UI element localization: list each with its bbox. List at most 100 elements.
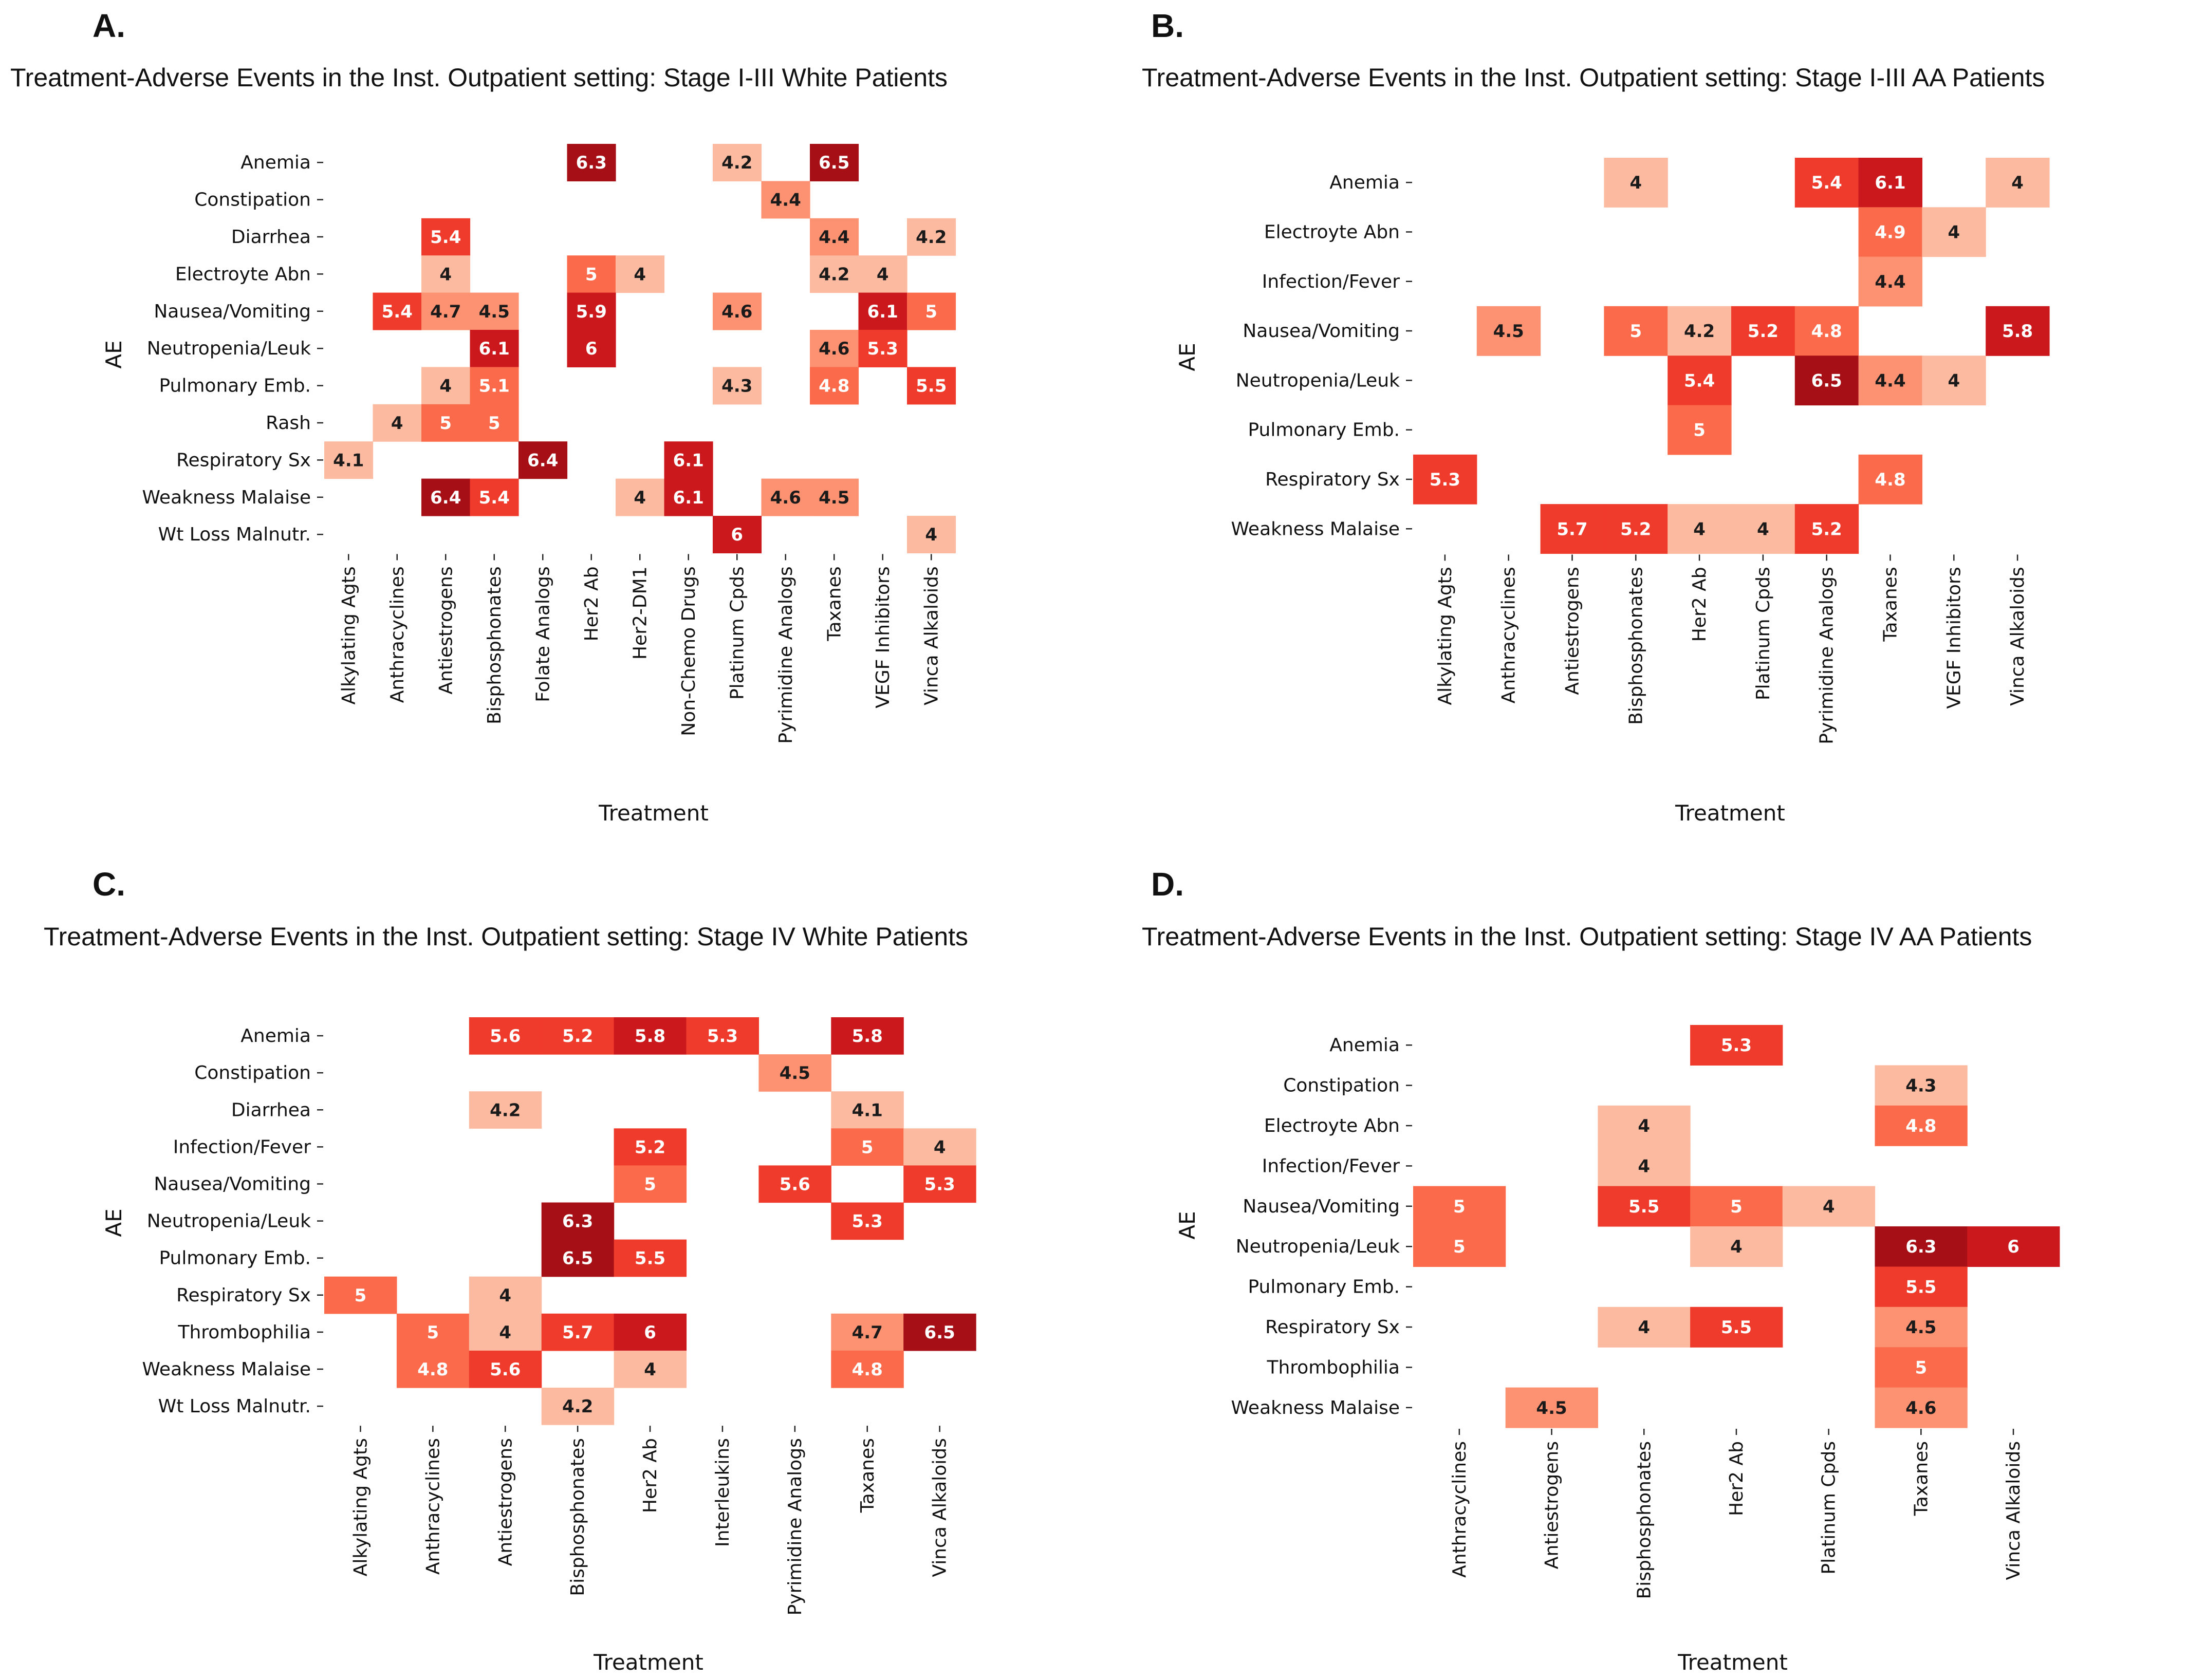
heatmap-cell bbox=[1690, 1226, 1783, 1267]
panel-c-title: Treatment-Adverse Events in the Inst. Ou… bbox=[44, 922, 968, 951]
x-tick-label: Anthracyclines bbox=[422, 1438, 443, 1575]
heatmap-cell bbox=[1667, 405, 1732, 455]
heatmap-cell bbox=[1858, 356, 1922, 406]
cell-value-label: 4.6 bbox=[1905, 1398, 1936, 1418]
heatmap-cell bbox=[907, 218, 956, 256]
cell-value-label: 5 bbox=[925, 302, 937, 322]
x-tick-label: VEGF Inhibitors bbox=[873, 566, 894, 708]
cell-value-label: 6 bbox=[644, 1322, 656, 1343]
panel-a-y-axis-label: AE bbox=[101, 340, 126, 368]
cell-value-label: 5.4 bbox=[1811, 173, 1842, 193]
heatmap-cell bbox=[664, 478, 713, 516]
y-tick-label: Neutropenia/Leuk bbox=[147, 338, 311, 359]
cell-value-label: 6 bbox=[2007, 1237, 2019, 1257]
heatmap-cell bbox=[470, 404, 519, 442]
x-tick-label: Platinum Cpds bbox=[1819, 1441, 1840, 1575]
heatmap-cell bbox=[1986, 158, 2050, 208]
heatmap-cell bbox=[324, 441, 374, 479]
cell-value-label: 5.3 bbox=[1430, 470, 1460, 490]
x-tick-label: Her2 Ab bbox=[1689, 567, 1710, 642]
heatmap-cell bbox=[1731, 306, 1795, 356]
cell-value-label: 4.6 bbox=[770, 488, 801, 508]
heatmap-cell bbox=[713, 144, 762, 181]
cell-value-label: 4 bbox=[644, 1359, 656, 1380]
y-tick-label: Anemia bbox=[240, 152, 311, 173]
cell-value-label: 5.1 bbox=[479, 376, 510, 397]
heatmap-cell bbox=[541, 1313, 615, 1351]
heatmap-cell bbox=[1967, 1226, 2060, 1267]
cell-value-label: 4.3 bbox=[1905, 1076, 1936, 1096]
cell-value-label: 4.5 bbox=[780, 1063, 810, 1084]
heatmap-cell bbox=[1598, 1306, 1691, 1348]
heatmap-cell bbox=[761, 181, 810, 219]
heatmap-cell bbox=[903, 1128, 976, 1166]
x-tick-label: Platinum Cpds bbox=[727, 566, 748, 700]
cell-value-label: 6.5 bbox=[562, 1248, 593, 1269]
heatmap-cell bbox=[810, 218, 859, 256]
heatmap-cell bbox=[1858, 158, 1922, 208]
heatmap-cell bbox=[1604, 306, 1668, 356]
y-tick-label: Electroyte Abn bbox=[175, 264, 311, 285]
cell-value-label: 5 bbox=[585, 264, 598, 285]
y-tick-label: Electroyte Abn bbox=[1264, 1115, 1400, 1136]
x-tick-label: Antiestrogens bbox=[495, 1438, 516, 1566]
heatmap-cell bbox=[567, 144, 616, 181]
x-tick-label: Pyrimidine Analogs bbox=[1817, 567, 1838, 744]
heatmap-cell bbox=[1875, 1387, 1968, 1428]
x-tick-label: Alkylating Agts bbox=[350, 1438, 371, 1576]
heatmap-cell bbox=[858, 255, 907, 293]
heatmap-cell bbox=[614, 1017, 687, 1055]
heatmap-cell bbox=[664, 441, 713, 479]
heatmap-cell bbox=[469, 1091, 542, 1129]
cell-value-label: 6.3 bbox=[562, 1211, 593, 1232]
cell-value-label: 4.7 bbox=[430, 302, 461, 322]
cell-value-label: 4.8 bbox=[1905, 1116, 1936, 1136]
heatmap-cell bbox=[1476, 306, 1541, 356]
heatmap-cell bbox=[567, 330, 616, 367]
x-tick-label: Pyrimidine Analogs bbox=[775, 566, 796, 743]
heatmap-cell bbox=[1986, 306, 2050, 356]
heatmap-cell bbox=[324, 1276, 397, 1314]
heatmap-cell bbox=[1858, 256, 1922, 307]
cell-value-label: 5.8 bbox=[2002, 321, 2033, 342]
x-tick-label: Non-Chemo Drugs bbox=[678, 566, 699, 736]
cell-value-label: 5.6 bbox=[490, 1026, 521, 1047]
heatmap-cell bbox=[831, 1017, 904, 1055]
cell-value-label: 5.3 bbox=[1721, 1035, 1752, 1056]
x-tick-label: Antiestrogens bbox=[1542, 1441, 1563, 1569]
heatmap-cell bbox=[396, 1313, 470, 1351]
heatmap-cell bbox=[567, 255, 616, 293]
heatmap-cell bbox=[470, 330, 519, 367]
y-tick-label: Neutropenia/Leuk bbox=[1236, 1236, 1400, 1257]
y-tick-label: Infection/Fever bbox=[1262, 1155, 1400, 1177]
heatmap-cell bbox=[810, 367, 859, 405]
heatmap-cell bbox=[1875, 1306, 1968, 1348]
x-tick-label: Bisphosphonates bbox=[1634, 1441, 1655, 1599]
heatmap-cell bbox=[469, 1313, 542, 1351]
cell-value-label: 4 bbox=[877, 264, 889, 285]
cell-value-label: 6.4 bbox=[527, 450, 558, 471]
panel-a-title: Treatment-Adverse Events in the Inst. Ou… bbox=[10, 63, 948, 92]
cell-value-label: 4.5 bbox=[1536, 1398, 1567, 1418]
x-tick-label: Interleukins bbox=[712, 1438, 733, 1547]
cell-value-label: 5.3 bbox=[707, 1026, 738, 1047]
x-tick-label: Her2 Ab bbox=[581, 566, 602, 641]
y-tick-label: Pulmonary Emb. bbox=[159, 1248, 311, 1269]
panel-c-heatmap: 5.6 5.2 5.8 5.3 5.8 4.5 4.2 4.1 5.2 5 4 5 5.6 5.3 6.3 5… bbox=[142, 1017, 976, 1615]
cell-value-label: 4.4 bbox=[1875, 272, 1905, 292]
heatmap-cell bbox=[470, 292, 519, 330]
x-tick-label: Alkylating Agts bbox=[1435, 567, 1456, 705]
heatmap-cell bbox=[1875, 1347, 1968, 1388]
cell-value-label: 6 bbox=[731, 525, 743, 545]
y-tick-label: Diarrhea bbox=[231, 1099, 311, 1121]
heatmap-cell bbox=[810, 255, 859, 293]
cell-value-label: 5.4 bbox=[1684, 370, 1715, 391]
x-tick-label: Alkylating Agts bbox=[338, 566, 359, 704]
heatmap-cell bbox=[1858, 207, 1922, 257]
cell-value-label: 5 bbox=[1730, 1197, 1743, 1217]
cell-value-label: 5 bbox=[439, 413, 452, 434]
heatmap-cell bbox=[761, 478, 810, 516]
heatmap-cell bbox=[1690, 1306, 1783, 1348]
cell-value-label: 4.2 bbox=[490, 1100, 521, 1121]
heatmap-cell bbox=[1875, 1105, 1968, 1146]
